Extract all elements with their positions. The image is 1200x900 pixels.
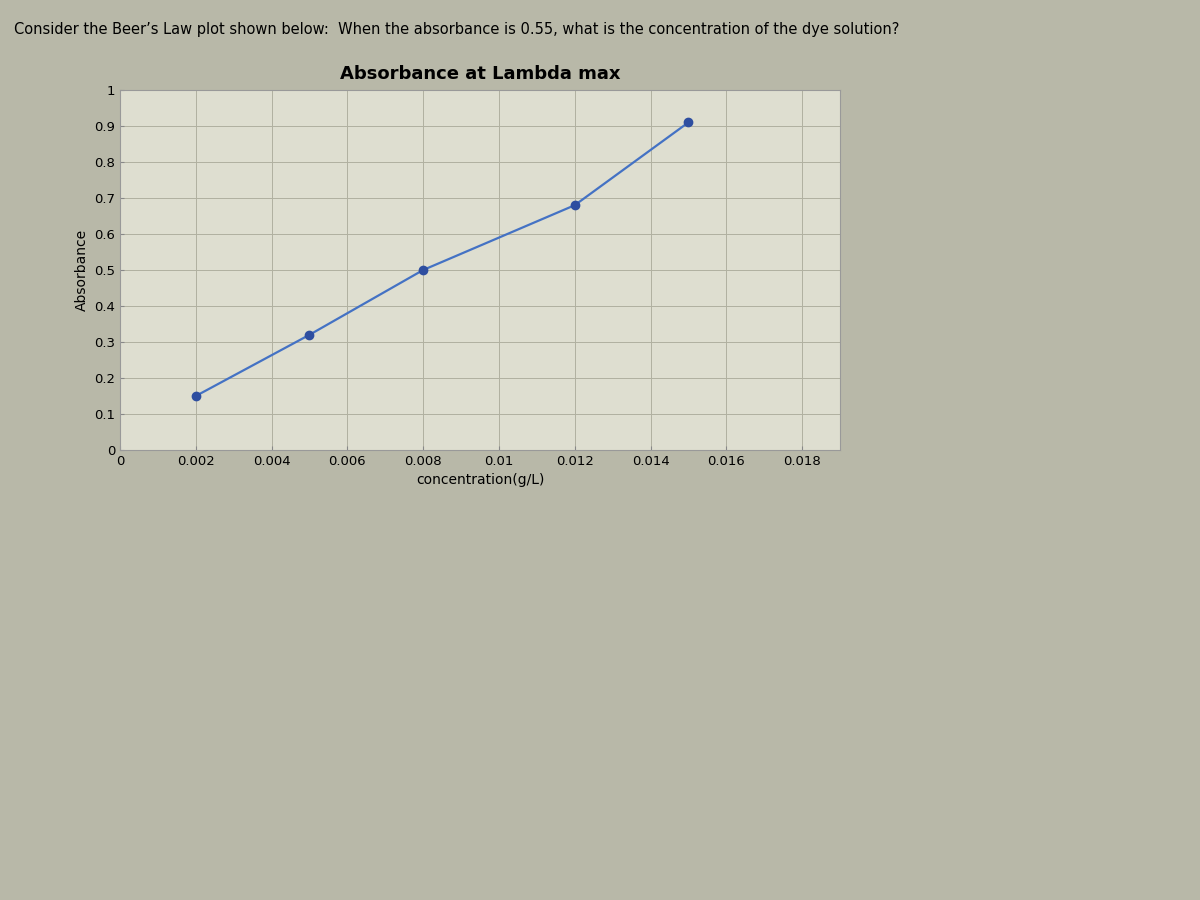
Text: Consider the Beer’s Law plot shown below:  When the absorbance is 0.55, what is : Consider the Beer’s Law plot shown below… (14, 22, 900, 37)
Title: Absorbance at Lambda max: Absorbance at Lambda max (340, 65, 620, 83)
Y-axis label: Absorbance: Absorbance (74, 229, 89, 311)
X-axis label: concentration(g/L): concentration(g/L) (416, 473, 544, 488)
